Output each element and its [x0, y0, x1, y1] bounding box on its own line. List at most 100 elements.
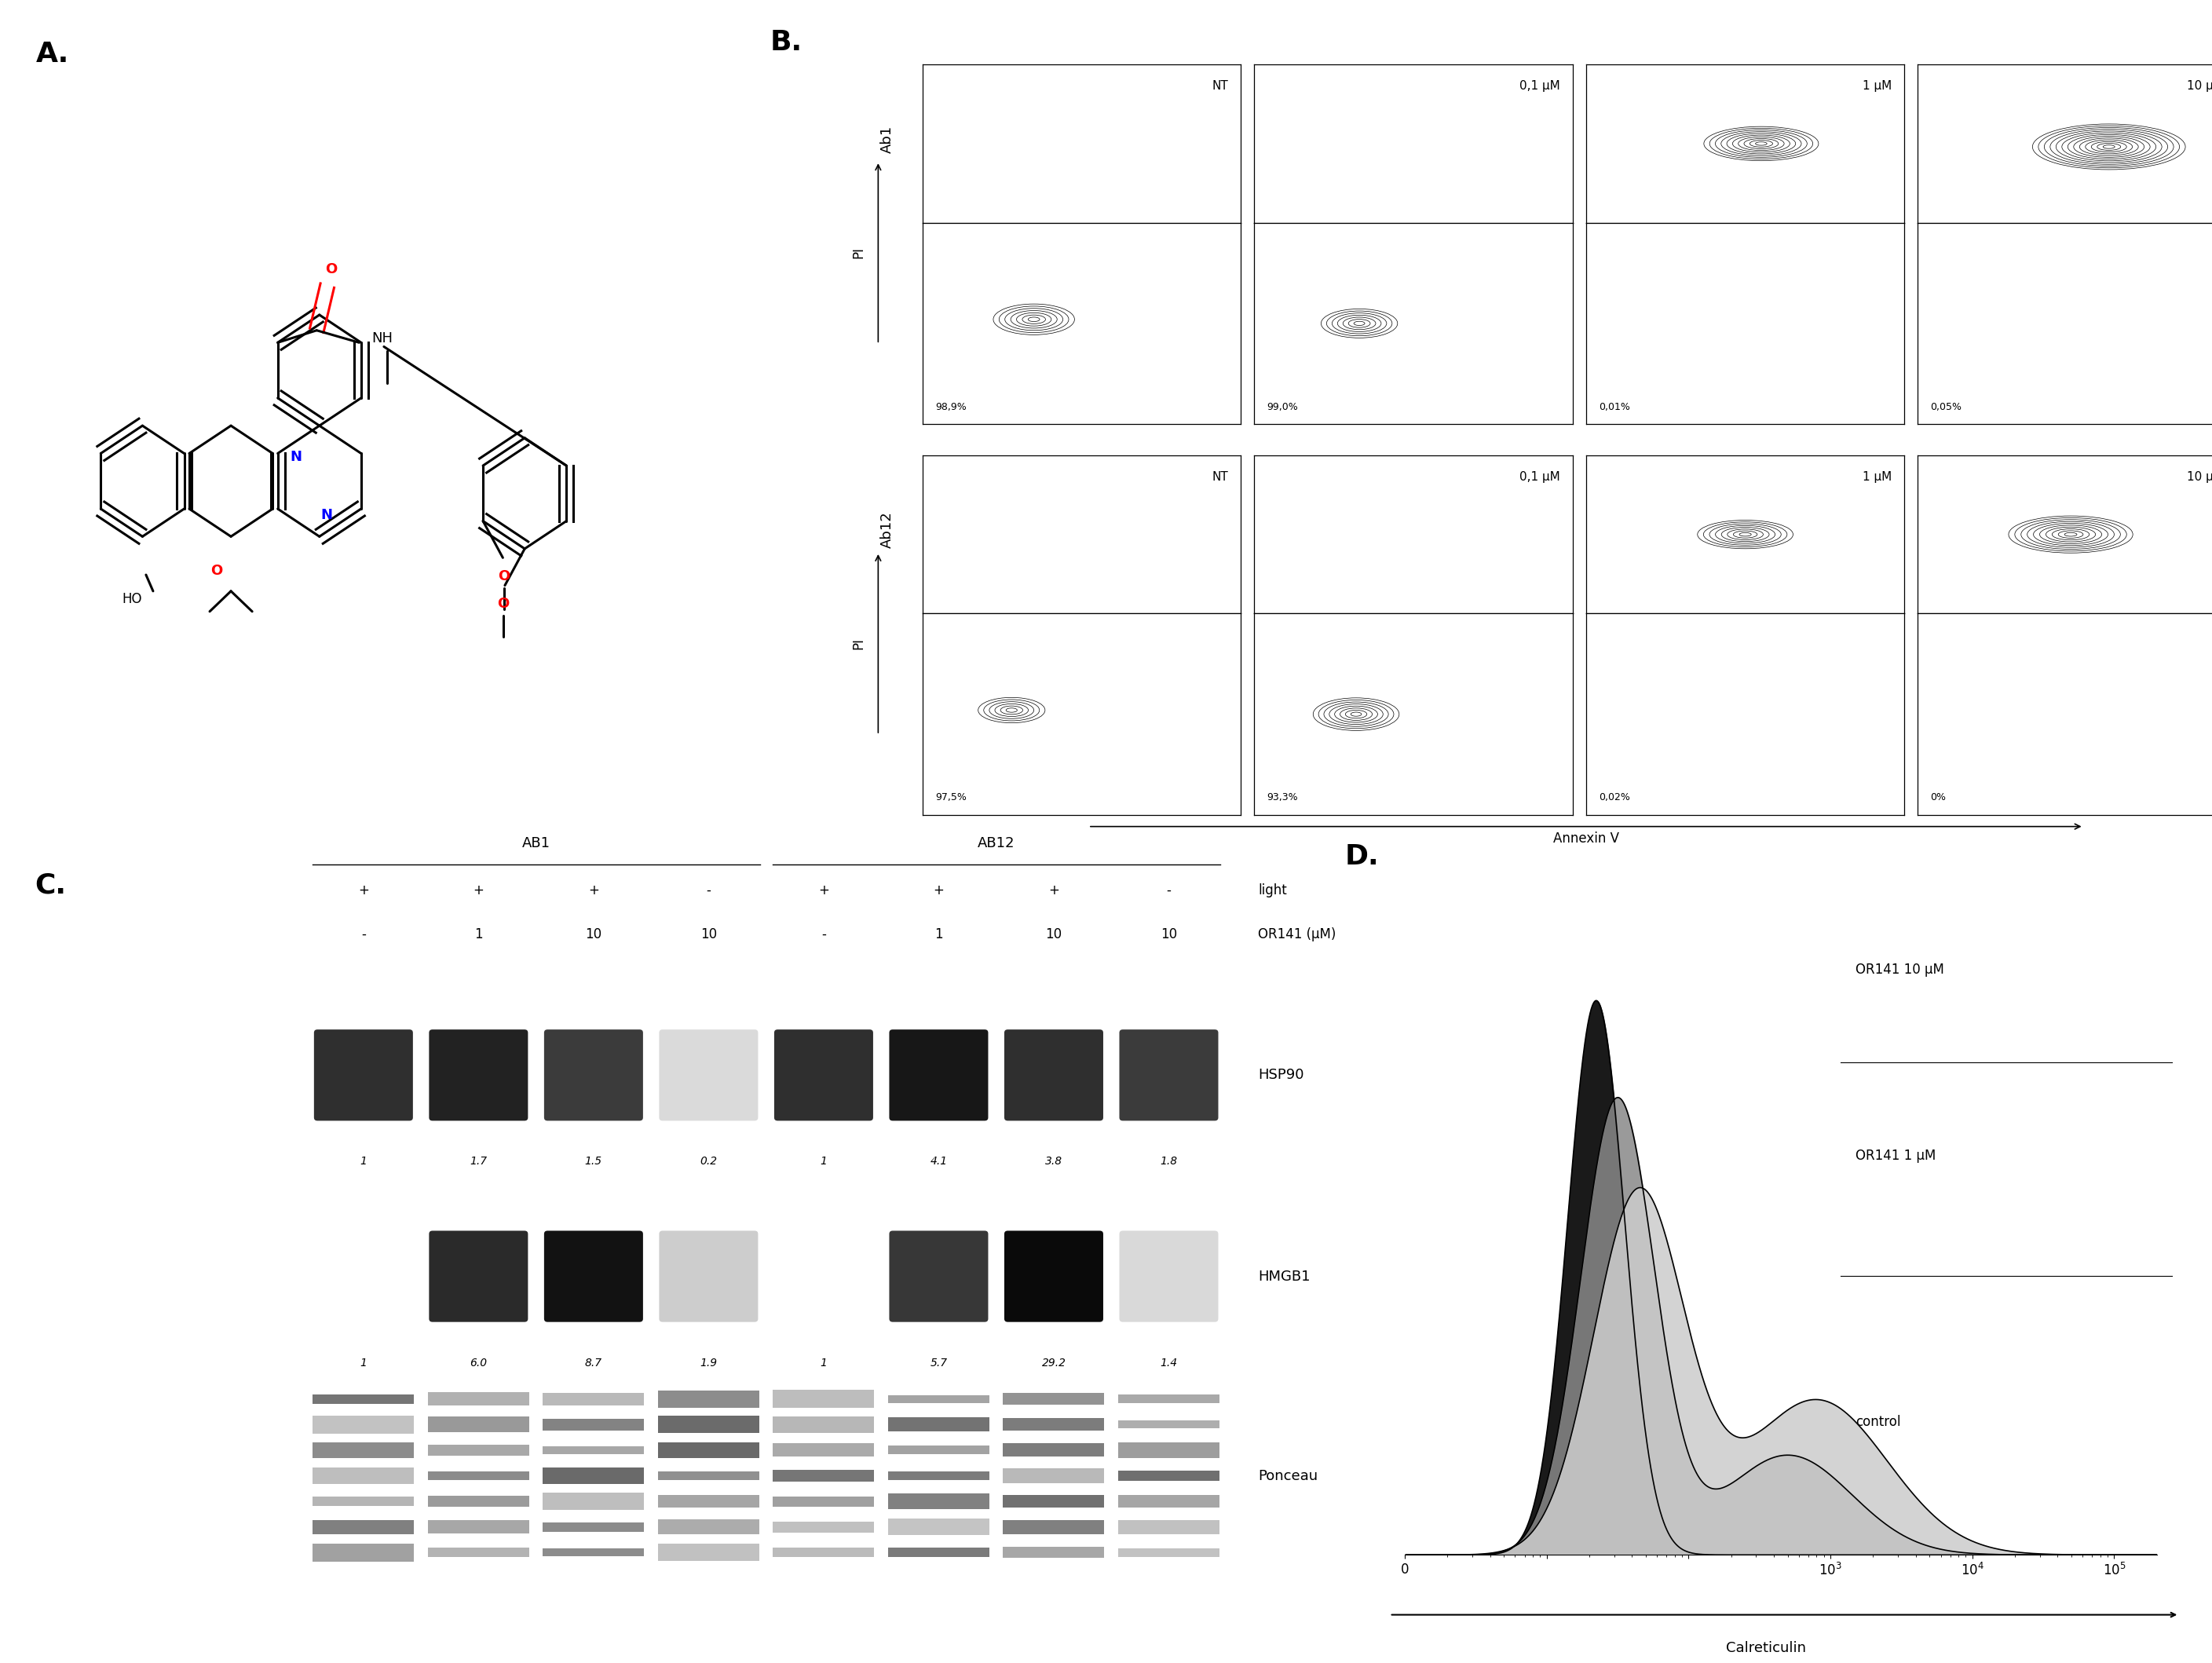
Text: 4.1: 4.1 — [929, 1156, 947, 1167]
Text: HO: HO — [122, 592, 142, 607]
Text: 1: 1 — [821, 1156, 827, 1167]
Bar — [772, 1548, 874, 1557]
Bar — [887, 1493, 989, 1508]
FancyBboxPatch shape — [774, 1029, 874, 1121]
Bar — [312, 1543, 414, 1562]
Text: O: O — [210, 564, 223, 577]
Bar — [1002, 1520, 1104, 1535]
Text: 10: 10 — [701, 928, 717, 941]
Text: OR141 10 μM: OR141 10 μM — [1856, 963, 1944, 976]
Text: 0,1 μM: 0,1 μM — [1520, 80, 1559, 91]
Text: Annexin V: Annexin V — [1553, 832, 1619, 845]
Text: 1.5: 1.5 — [584, 1156, 602, 1167]
Text: 1 μM: 1 μM — [1863, 471, 1891, 482]
Bar — [657, 1472, 759, 1480]
Text: NT: NT — [1212, 80, 1228, 91]
Text: PI: PI — [852, 637, 865, 649]
Text: +: + — [588, 883, 599, 898]
Text: HSP90: HSP90 — [1259, 1068, 1303, 1083]
FancyBboxPatch shape — [659, 1029, 759, 1121]
Text: 6.0: 6.0 — [469, 1357, 487, 1369]
Text: Ab1: Ab1 — [880, 125, 894, 153]
Bar — [1119, 1470, 1219, 1480]
Bar — [657, 1543, 759, 1562]
Bar — [427, 1548, 529, 1557]
Text: 0,02%: 0,02% — [1599, 793, 1630, 803]
Text: C.: C. — [35, 871, 66, 898]
Text: O: O — [325, 263, 336, 276]
Text: Ponceau: Ponceau — [1259, 1468, 1318, 1483]
Text: 1: 1 — [361, 1357, 367, 1369]
Text: 10: 10 — [1046, 928, 1062, 941]
Text: 0,05%: 0,05% — [1931, 402, 1962, 412]
FancyBboxPatch shape — [544, 1231, 644, 1322]
Bar — [1002, 1468, 1104, 1483]
Bar — [657, 1495, 759, 1508]
Bar — [1002, 1419, 1104, 1430]
Text: -: - — [821, 928, 825, 941]
FancyBboxPatch shape — [314, 1029, 414, 1121]
Text: O: O — [498, 597, 509, 612]
Text: +: + — [473, 883, 484, 898]
Text: 3.8: 3.8 — [1044, 1156, 1062, 1167]
Text: PI: PI — [852, 246, 865, 258]
Bar — [1119, 1520, 1219, 1535]
Text: light: light — [1259, 883, 1287, 898]
Text: +: + — [358, 883, 369, 898]
Bar — [657, 1390, 759, 1407]
Text: 1.7: 1.7 — [469, 1156, 487, 1167]
Bar — [542, 1392, 644, 1405]
Bar — [427, 1445, 529, 1455]
Bar — [657, 1415, 759, 1434]
Bar — [887, 1395, 989, 1404]
Text: OR141 (μM): OR141 (μM) — [1259, 928, 1336, 941]
Bar — [772, 1417, 874, 1432]
Bar — [887, 1417, 989, 1432]
Bar — [1119, 1495, 1219, 1508]
Bar — [1119, 1394, 1219, 1404]
Text: 1: 1 — [821, 1357, 827, 1369]
Text: 10 μM: 10 μM — [2188, 471, 2212, 482]
Text: +: + — [1048, 883, 1060, 898]
Bar — [542, 1548, 644, 1557]
Bar — [427, 1520, 529, 1533]
Bar — [1002, 1495, 1104, 1508]
Text: N: N — [290, 449, 303, 464]
Bar — [772, 1522, 874, 1532]
Bar — [312, 1497, 414, 1507]
Text: 98,9%: 98,9% — [936, 402, 967, 412]
Text: NH: NH — [372, 331, 394, 346]
Text: 0.2: 0.2 — [699, 1156, 717, 1167]
Text: Ab12: Ab12 — [880, 512, 894, 549]
Text: B.: B. — [770, 28, 803, 55]
FancyBboxPatch shape — [1119, 1029, 1219, 1121]
Text: 29.2: 29.2 — [1042, 1357, 1066, 1369]
Text: 93,3%: 93,3% — [1267, 793, 1298, 803]
FancyBboxPatch shape — [659, 1231, 759, 1322]
Text: 1: 1 — [473, 928, 482, 941]
Text: AB12: AB12 — [978, 836, 1015, 850]
Text: 0%: 0% — [1931, 793, 1947, 803]
Text: +: + — [933, 883, 945, 898]
Text: -: - — [361, 928, 365, 941]
Bar — [887, 1472, 989, 1480]
Text: 1: 1 — [933, 928, 942, 941]
Text: -: - — [706, 883, 710, 898]
Text: 99,0%: 99,0% — [1267, 402, 1298, 412]
Text: 97,5%: 97,5% — [936, 793, 967, 803]
Bar — [312, 1467, 414, 1483]
Text: control: control — [1856, 1415, 1900, 1429]
Text: -: - — [1166, 883, 1170, 898]
Bar — [427, 1392, 529, 1405]
Text: A.: A. — [35, 42, 69, 68]
Text: 1.8: 1.8 — [1159, 1156, 1177, 1167]
Text: 1 μM: 1 μM — [1863, 80, 1891, 91]
Bar — [657, 1520, 759, 1535]
Bar — [772, 1470, 874, 1482]
Text: OR141 1 μM: OR141 1 μM — [1856, 1149, 1936, 1162]
Text: 5.7: 5.7 — [929, 1357, 947, 1369]
Bar — [1119, 1442, 1219, 1458]
Bar — [887, 1548, 989, 1557]
Bar — [657, 1442, 759, 1458]
Text: 10: 10 — [1161, 928, 1177, 941]
